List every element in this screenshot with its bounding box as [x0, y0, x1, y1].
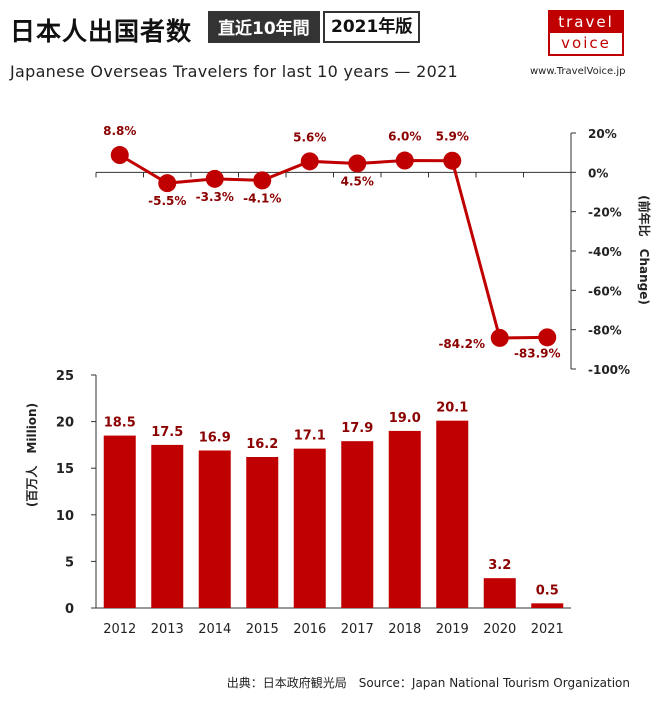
travelers-data-label: 0.5	[536, 583, 559, 598]
change-y-tick-label: -80%	[588, 324, 622, 338]
travelers-y-tick-label: 25	[56, 369, 74, 384]
change-point	[490, 328, 509, 347]
travelers-bar	[293, 448, 326, 608]
chart-title: 日本人出国者数	[10, 17, 193, 46]
travelers-bar	[198, 450, 231, 608]
change-y-tick-label: -20%	[588, 206, 622, 220]
travelers-data-label: 18.5	[104, 416, 136, 431]
travelers-bar	[531, 603, 564, 608]
x-category-label: 2015	[246, 622, 279, 637]
travelers-data-label: 16.9	[199, 430, 231, 445]
travelers-data-label: 17.5	[151, 425, 183, 440]
travelers-data-label: 17.9	[341, 421, 373, 436]
x-category-label: 2020	[483, 622, 516, 637]
travelers-y-tick-label: 20	[56, 416, 74, 431]
x-category-label: 2013	[151, 622, 184, 637]
x-category-label: 2012	[103, 622, 136, 637]
x-category-label: 2016	[293, 622, 326, 637]
travelers-bar	[483, 578, 516, 608]
change-line-chart: 20% 0% -20% -40% -60% -80% -100% (前年比 Change) 8.…	[95, 124, 652, 377]
travelers-bar-chart: 0 5 10 15 20 25 (百万人 Million) 18.5 2012 17.5 2013 1…	[24, 369, 571, 637]
travelers-y-tick-label: 0	[65, 602, 74, 617]
change-data-label: 5.9%	[436, 130, 469, 144]
change-data-label: -84.2%	[438, 337, 485, 351]
change-y-axis-label: (前年比 Change)	[637, 195, 652, 305]
change-data-label: 6.0%	[388, 130, 421, 144]
x-category-label: 2018	[388, 622, 421, 637]
change-data-label: 4.5%	[341, 174, 374, 188]
travelers-y-tick-label: 15	[56, 462, 74, 477]
period-badge: 直近10年間	[208, 11, 320, 43]
change-y-tick-label: -100%	[588, 363, 630, 377]
website-link[interactable]: www.TravelVoice.jp	[530, 66, 626, 77]
change-point	[443, 151, 462, 170]
change-data-label: 8.8%	[103, 124, 136, 138]
travelers-bar	[103, 435, 136, 608]
travelers-bar	[151, 444, 184, 608]
travelvoice-logo[interactable]: travel voice	[548, 10, 624, 56]
x-category-label: 2021	[531, 622, 564, 637]
change-point	[158, 174, 177, 193]
travelers-bar	[246, 457, 279, 608]
change-point	[205, 169, 224, 188]
logo-bottom-text: voice	[561, 34, 611, 52]
change-point	[395, 151, 414, 170]
change-point	[110, 146, 129, 165]
change-y-tick-label: 0%	[588, 166, 608, 180]
travelers-data-label: 17.1	[294, 429, 326, 444]
x-category-label: 2014	[198, 622, 231, 637]
logo-top-text: travel	[550, 12, 622, 33]
travelers-data-label: 3.2	[488, 558, 511, 573]
chart-subtitle: Japanese Overseas Travelers for last 10 …	[10, 62, 459, 81]
change-point	[538, 328, 557, 347]
travelers-bar	[388, 430, 421, 608]
change-y-tick-label: -60%	[588, 284, 622, 298]
change-data-label: -5.5%	[148, 194, 186, 208]
change-y-tick-label: 20%	[588, 127, 617, 141]
change-data-label: -4.1%	[243, 191, 281, 205]
edition-badge: 2021年版	[323, 11, 421, 43]
travelers-y-axis-label: (百万人 Million)	[24, 403, 39, 507]
change-point	[348, 154, 367, 173]
change-y-tick-label: -40%	[588, 245, 622, 259]
travelers-bar	[436, 420, 469, 608]
travelers-data-label: 20.1	[436, 401, 468, 416]
travelers-bar	[341, 441, 374, 608]
x-category-label: 2019	[436, 622, 469, 637]
travelers-y-tick-label: 5	[65, 555, 74, 570]
source-note: 出典：日本政府観光局 Source：Japan National Tourism…	[226, 676, 630, 690]
change-point	[253, 171, 272, 190]
change-data-label: -3.3%	[196, 190, 234, 204]
travelers-data-label: 19.0	[389, 411, 421, 426]
change-data-label: 5.6%	[293, 130, 326, 144]
change-data-label: -83.9%	[514, 346, 561, 360]
change-point	[300, 152, 319, 171]
change-series-line	[118, 153, 548, 340]
travelers-data-label: 16.2	[246, 437, 278, 452]
travelers-y-tick-label: 10	[56, 509, 74, 524]
x-category-label: 2017	[341, 622, 374, 637]
